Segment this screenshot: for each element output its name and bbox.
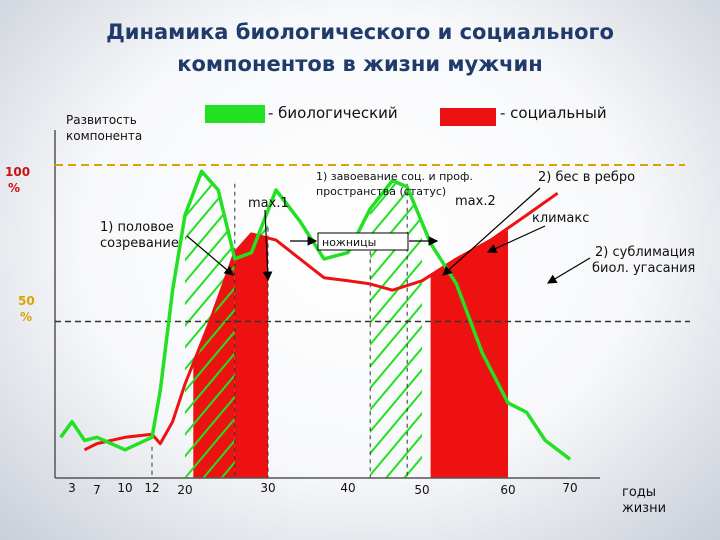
legend-soc-swatch xyxy=(440,108,496,126)
x-tick-40: 40 xyxy=(340,481,355,495)
legend-bio-swatch xyxy=(205,105,265,123)
x-tick-60: 60 xyxy=(500,483,515,497)
arrow-puberty xyxy=(186,235,234,276)
arrow-sublimation xyxy=(546,257,591,284)
scissors-box xyxy=(317,232,409,251)
annotation-scissors: ножницы xyxy=(322,236,376,249)
x-tick-3: 3 xyxy=(68,481,76,495)
arrow-midlife xyxy=(442,187,541,276)
x-tick-70: 70 xyxy=(562,481,577,495)
y-tick-100: 100 xyxy=(5,165,30,179)
annotation-midlife: 2) бес в ребро xyxy=(538,170,635,185)
x-axis-label-line-1: годы xyxy=(622,485,656,500)
x-tick-50: 50 xyxy=(414,483,429,497)
annotation-sublimation-line-1: 2) сублимация xyxy=(595,245,695,260)
annotation-climax: климакс xyxy=(532,211,589,226)
y-axis-label-line-2: компонента xyxy=(66,129,142,143)
y-tick-50-unit: % xyxy=(20,310,32,324)
y-axis-label-line-1: Развитость xyxy=(66,113,137,127)
legend-soc-label: - социальный xyxy=(500,104,607,122)
annotation-max1: max.1 xyxy=(248,196,289,211)
shaded-region-1 xyxy=(193,252,235,478)
x-axis-label-line-2: жизни xyxy=(622,501,666,516)
annotation-status-line-1: 1) завоевание соц. и проф. xyxy=(316,170,473,183)
x-tick-20: 20 xyxy=(177,483,192,497)
annotation-puberty-line-2: созревание xyxy=(100,236,179,251)
x-tick-12: 12 xyxy=(144,481,159,495)
title-line-1: Динамика биологического и социального xyxy=(106,20,614,44)
annotation-max2: max.2 xyxy=(455,194,496,209)
annotation-puberty-line-1: 1) половое xyxy=(100,220,174,235)
x-tick-10: 10 xyxy=(117,481,132,495)
y-tick-100-unit: % xyxy=(8,181,20,195)
shaded-region-3 xyxy=(370,180,422,479)
x-tick-30: 30 xyxy=(260,481,275,495)
x-tick-7: 7 xyxy=(93,483,101,497)
annotation-status-line-2: пространства (статус) xyxy=(316,185,446,198)
arrow-max1 xyxy=(262,209,273,282)
legend-bio-label: - биологический xyxy=(268,104,398,122)
biological-curve xyxy=(59,169,572,461)
annotation-sublimation-line-2: биол. угасания xyxy=(592,261,695,276)
slide-title: Динамика биологического и социального ко… xyxy=(60,16,660,80)
y-tick-50: 50 xyxy=(18,294,35,308)
shaded-region-4 xyxy=(430,230,508,478)
title-line-2: компонентов в жизни мужчин xyxy=(177,52,543,76)
arrow-climax xyxy=(486,225,546,253)
shaded-region-2 xyxy=(234,233,268,478)
